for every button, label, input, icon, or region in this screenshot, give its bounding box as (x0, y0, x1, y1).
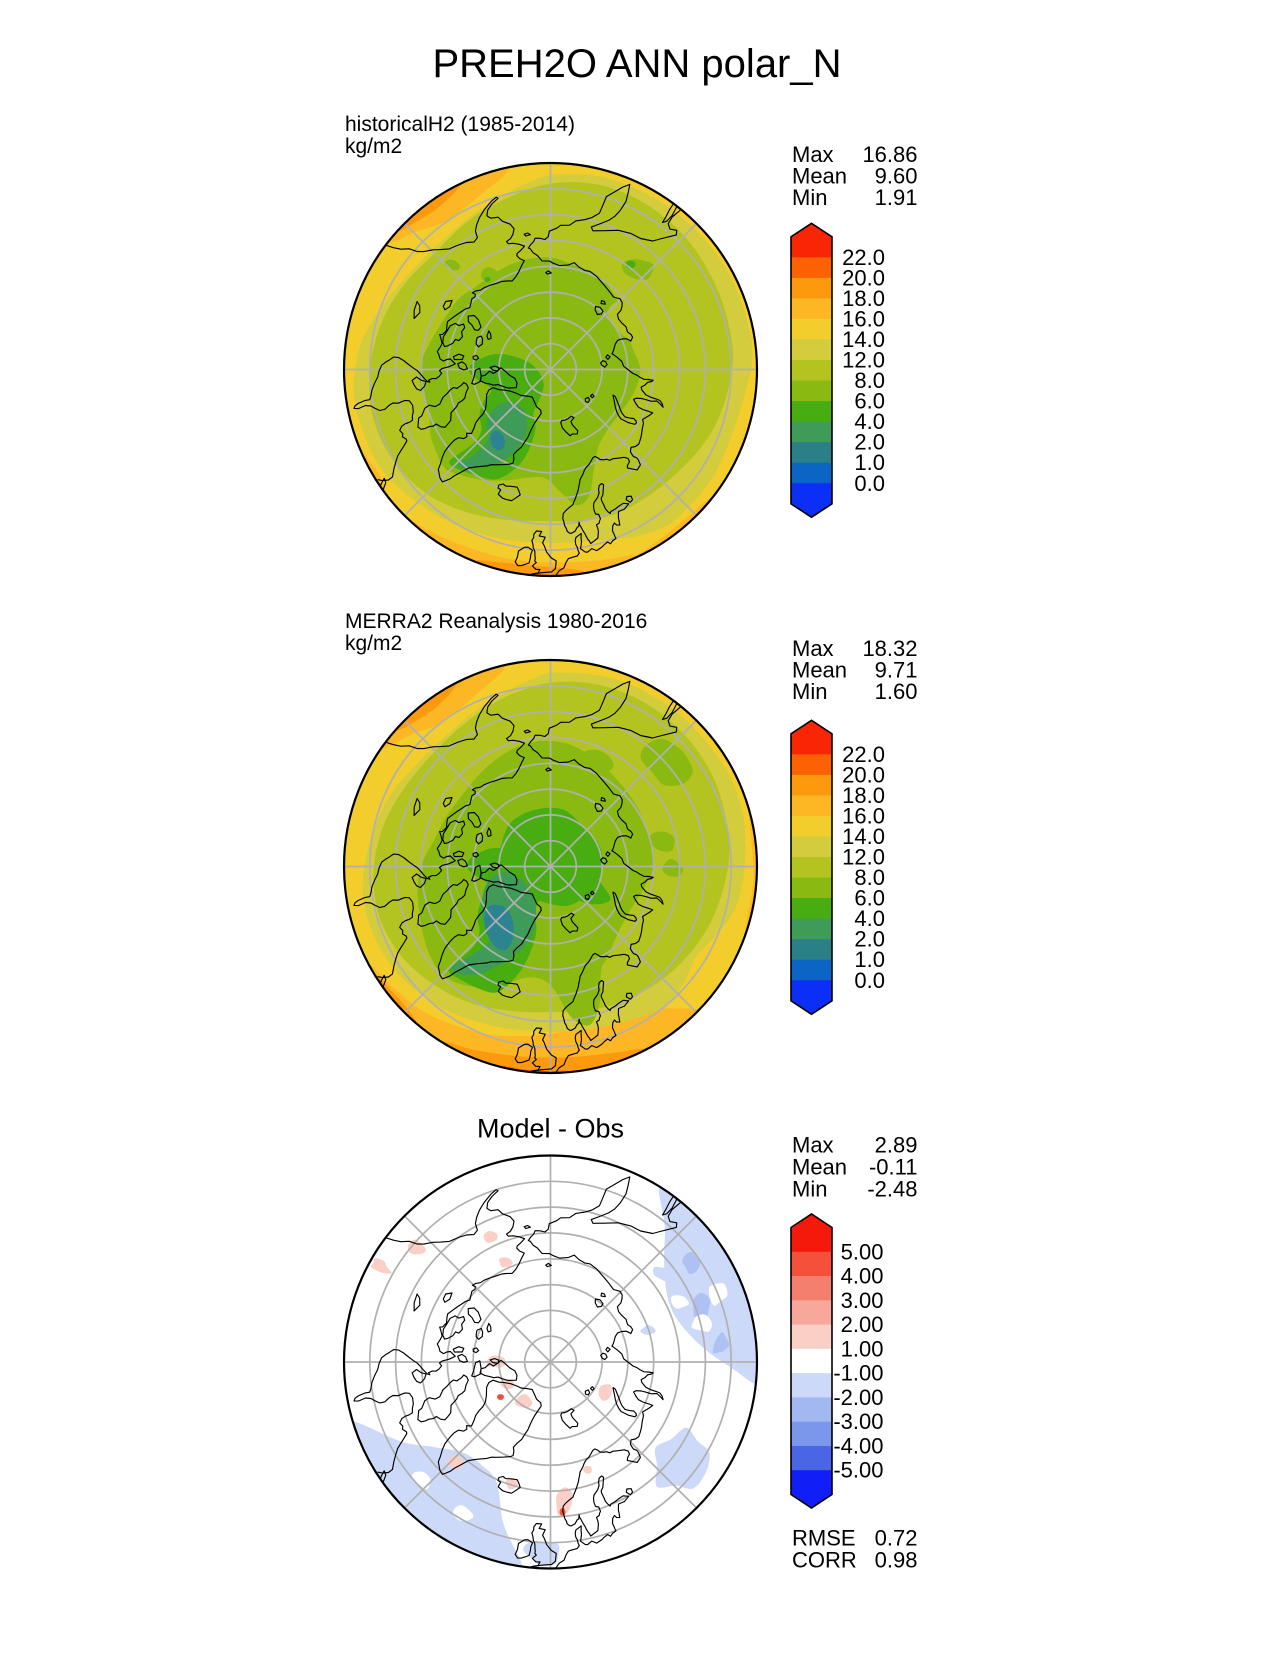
svg-text:0.98: 0.98 (875, 1548, 918, 1573)
svg-text:kg/m2: kg/m2 (345, 135, 402, 158)
svg-text:-2.48: -2.48 (867, 1177, 917, 1202)
svg-text:kg/m2: kg/m2 (345, 632, 402, 655)
svg-text:2.0: 2.0 (854, 430, 885, 455)
svg-text:8.0: 8.0 (854, 865, 885, 890)
svg-text:-4.00: -4.00 (833, 1434, 883, 1459)
svg-text:16.86: 16.86 (862, 142, 917, 167)
svg-text:Model - Obs: Model - Obs (477, 1114, 624, 1144)
svg-text:2.00: 2.00 (841, 1312, 884, 1337)
svg-text:12.0: 12.0 (842, 845, 885, 870)
svg-text:CORR: CORR (792, 1548, 857, 1573)
svg-text:Min: Min (792, 679, 827, 704)
svg-text:18.0: 18.0 (842, 286, 885, 311)
svg-text:Min: Min (792, 185, 827, 210)
svg-text:4.00: 4.00 (841, 1264, 884, 1289)
svg-text:5.00: 5.00 (841, 1239, 884, 1264)
svg-text:1.00: 1.00 (841, 1336, 884, 1361)
svg-text:2.89: 2.89 (875, 1133, 918, 1158)
svg-text:16.0: 16.0 (842, 307, 885, 332)
svg-text:MERRA2 Reanalysis 1980-2016: MERRA2 Reanalysis 1980-2016 (345, 610, 647, 633)
svg-text:Mean: Mean (792, 1155, 847, 1180)
svg-text:20.0: 20.0 (842, 265, 885, 290)
svg-text:2.0: 2.0 (854, 927, 885, 952)
svg-text:Mean: Mean (792, 658, 847, 683)
svg-text:-0.11: -0.11 (869, 1155, 918, 1180)
svg-text:14.0: 14.0 (842, 824, 885, 849)
svg-text:Mean: Mean (792, 164, 847, 189)
svg-text:9.71: 9.71 (875, 658, 918, 683)
svg-text:-2.00: -2.00 (833, 1385, 883, 1410)
svg-text:Max: Max (792, 1133, 834, 1158)
svg-text:0.0: 0.0 (854, 968, 885, 993)
svg-text:RMSE: RMSE (792, 1526, 856, 1551)
svg-text:22.0: 22.0 (842, 245, 885, 270)
svg-text:8.0: 8.0 (854, 368, 885, 393)
svg-text:16.0: 16.0 (842, 804, 885, 829)
svg-text:18.0: 18.0 (842, 783, 885, 808)
svg-text:-3.00: -3.00 (833, 1409, 883, 1434)
svg-text:14.0: 14.0 (842, 327, 885, 352)
svg-text:1.91: 1.91 (875, 185, 918, 210)
svg-text:4.0: 4.0 (854, 409, 885, 434)
svg-text:12.0: 12.0 (842, 348, 885, 373)
svg-text:Max: Max (792, 142, 834, 167)
svg-text:4.0: 4.0 (854, 906, 885, 931)
svg-text:PREH2O ANN polar_N: PREH2O ANN polar_N (432, 42, 841, 86)
svg-text:22.0: 22.0 (842, 742, 885, 767)
svg-text:6.0: 6.0 (854, 886, 885, 911)
svg-text:3.00: 3.00 (841, 1288, 884, 1313)
svg-text:1.60: 1.60 (875, 679, 918, 704)
svg-text:historicalH2 (1985-2014): historicalH2 (1985-2014) (345, 113, 575, 136)
svg-text:0.0: 0.0 (854, 471, 885, 496)
svg-text:9.60: 9.60 (875, 164, 918, 189)
svg-text:Max: Max (792, 636, 834, 661)
svg-text:6.0: 6.0 (854, 389, 885, 414)
svg-text:20.0: 20.0 (842, 762, 885, 787)
svg-text:-5.00: -5.00 (833, 1458, 883, 1483)
svg-text:18.32: 18.32 (862, 636, 917, 661)
svg-text:1.0: 1.0 (854, 947, 885, 972)
svg-text:Min: Min (792, 1177, 827, 1202)
svg-text:1.0: 1.0 (854, 450, 885, 475)
svg-text:0.72: 0.72 (875, 1526, 918, 1551)
svg-text:-1.00: -1.00 (833, 1361, 883, 1386)
